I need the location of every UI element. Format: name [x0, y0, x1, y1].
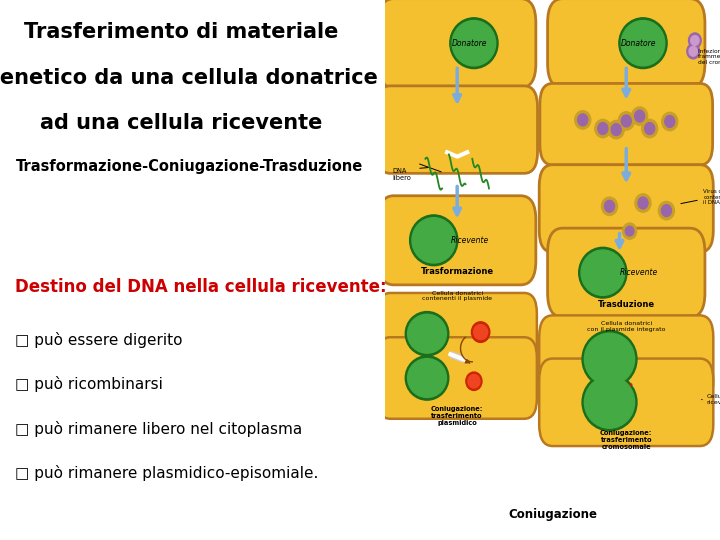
Ellipse shape: [410, 215, 458, 266]
Ellipse shape: [621, 21, 665, 66]
Ellipse shape: [405, 312, 449, 356]
Ellipse shape: [635, 194, 651, 212]
Ellipse shape: [408, 359, 446, 397]
Ellipse shape: [623, 223, 636, 239]
Ellipse shape: [644, 123, 654, 134]
Ellipse shape: [472, 322, 490, 342]
Ellipse shape: [581, 250, 624, 295]
Text: □ può rimanere plasmidico-episomiale.: □ può rimanere plasmidico-episomiale.: [15, 465, 319, 481]
Ellipse shape: [665, 116, 675, 127]
Ellipse shape: [608, 120, 624, 139]
Text: □ può essere digerito: □ può essere digerito: [15, 332, 183, 348]
Text: Ricevente: Ricevente: [451, 236, 489, 245]
FancyBboxPatch shape: [539, 315, 714, 403]
Ellipse shape: [688, 33, 701, 48]
FancyBboxPatch shape: [379, 195, 536, 285]
Ellipse shape: [585, 376, 634, 428]
Ellipse shape: [625, 226, 634, 236]
FancyBboxPatch shape: [539, 359, 714, 446]
Ellipse shape: [450, 18, 498, 69]
FancyBboxPatch shape: [377, 86, 538, 173]
FancyBboxPatch shape: [377, 293, 537, 375]
Ellipse shape: [662, 205, 672, 217]
Ellipse shape: [598, 123, 608, 134]
Text: Donatore: Donatore: [452, 39, 487, 48]
Ellipse shape: [405, 356, 449, 400]
Ellipse shape: [595, 119, 611, 138]
FancyBboxPatch shape: [548, 228, 705, 317]
Text: Virus che
contengono
il DNA del donatore: Virus che contengono il DNA del donatore: [703, 189, 720, 205]
Ellipse shape: [621, 115, 631, 127]
Text: Infezione virale,
frammentazione
del cromosoma: Infezione virale, frammentazione del cro…: [698, 49, 720, 65]
Ellipse shape: [642, 119, 658, 138]
Ellipse shape: [634, 110, 644, 122]
Ellipse shape: [662, 112, 678, 131]
Ellipse shape: [412, 218, 456, 263]
Text: DNA
libero: DNA libero: [392, 168, 411, 181]
Text: genetico da una cellula donatrice: genetico da una cellula donatrice: [0, 68, 377, 87]
Text: Coniugazione: Coniugazione: [508, 508, 597, 521]
Ellipse shape: [619, 18, 667, 69]
Text: Destino del DNA nella cellula ricevente:: Destino del DNA nella cellula ricevente:: [15, 278, 387, 296]
Text: ad una cellula ricevente: ad una cellula ricevente: [40, 113, 323, 133]
FancyBboxPatch shape: [379, 0, 536, 87]
Ellipse shape: [582, 374, 637, 431]
Ellipse shape: [689, 46, 698, 56]
Ellipse shape: [579, 247, 627, 298]
Ellipse shape: [575, 111, 591, 129]
Ellipse shape: [466, 372, 482, 390]
Text: Coniugazione:
trasferimento
cromosomale: Coniugazione: trasferimento cromosomale: [600, 430, 652, 450]
Ellipse shape: [408, 314, 446, 353]
Ellipse shape: [577, 114, 588, 126]
Ellipse shape: [468, 375, 480, 388]
Text: Coniugazione:
trasferimento
plasmidico: Coniugazione: trasferimento plasmidico: [431, 406, 483, 426]
Text: □ può rimanere libero nel citoplasma: □ può rimanere libero nel citoplasma: [15, 421, 302, 437]
Text: Ricevente: Ricevente: [620, 268, 658, 277]
Ellipse shape: [601, 197, 618, 215]
Ellipse shape: [585, 333, 634, 385]
Text: Trasduzione: Trasduzione: [598, 300, 654, 309]
Text: □ può ricombinarsi: □ può ricombinarsi: [15, 376, 163, 393]
Ellipse shape: [582, 330, 637, 388]
Text: Trasformazione-Coniugazione-Trasduzione: Trasformazione-Coniugazione-Trasduzione: [15, 159, 363, 174]
Ellipse shape: [631, 107, 648, 125]
Ellipse shape: [618, 112, 634, 130]
FancyBboxPatch shape: [548, 0, 705, 87]
Text: Donatore: Donatore: [621, 39, 657, 48]
Ellipse shape: [452, 21, 495, 66]
Ellipse shape: [638, 197, 648, 209]
FancyBboxPatch shape: [539, 165, 714, 252]
Text: Trasferimento di materiale: Trasferimento di materiale: [24, 22, 338, 42]
FancyBboxPatch shape: [377, 337, 537, 419]
Ellipse shape: [611, 124, 621, 136]
Ellipse shape: [687, 44, 700, 59]
Text: Trasformazione: Trasformazione: [420, 267, 494, 276]
Text: Cellula donatrici
con il plasmide integrato: Cellula donatrici con il plasmide integr…: [587, 321, 665, 332]
Ellipse shape: [605, 200, 615, 212]
Ellipse shape: [658, 201, 675, 220]
Ellipse shape: [474, 325, 487, 340]
Text: Cellule
riceventi: Cellule riceventi: [706, 394, 720, 405]
Ellipse shape: [690, 36, 699, 45]
FancyBboxPatch shape: [540, 83, 713, 165]
Text: Cellula donatrici
contenenti il plasmide: Cellula donatrici contenenti il plasmide: [422, 291, 492, 301]
